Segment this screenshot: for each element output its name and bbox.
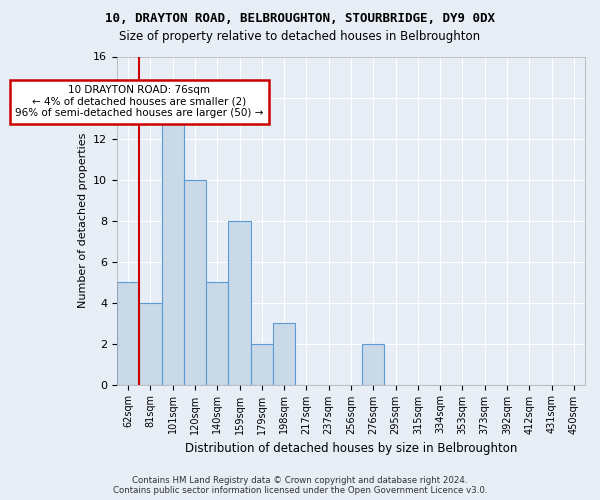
Text: Contains HM Land Registry data © Crown copyright and database right 2024.
Contai: Contains HM Land Registry data © Crown c… bbox=[113, 476, 487, 495]
Text: 10, DRAYTON ROAD, BELBROUGHTON, STOURBRIDGE, DY9 0DX: 10, DRAYTON ROAD, BELBROUGHTON, STOURBRI… bbox=[105, 12, 495, 26]
X-axis label: Distribution of detached houses by size in Belbroughton: Distribution of detached houses by size … bbox=[185, 442, 517, 455]
Bar bbox=[117, 282, 139, 384]
Text: Size of property relative to detached houses in Belbroughton: Size of property relative to detached ho… bbox=[119, 30, 481, 43]
Bar bbox=[206, 282, 229, 384]
Text: 10 DRAYTON ROAD: 76sqm
← 4% of detached houses are smaller (2)
96% of semi-detac: 10 DRAYTON ROAD: 76sqm ← 4% of detached … bbox=[15, 85, 263, 118]
Bar bbox=[229, 220, 251, 384]
Bar bbox=[251, 344, 273, 384]
Bar bbox=[161, 118, 184, 384]
Bar bbox=[273, 323, 295, 384]
Bar bbox=[362, 344, 385, 384]
Y-axis label: Number of detached properties: Number of detached properties bbox=[77, 133, 88, 308]
Bar bbox=[184, 180, 206, 384]
Bar bbox=[139, 302, 161, 384]
